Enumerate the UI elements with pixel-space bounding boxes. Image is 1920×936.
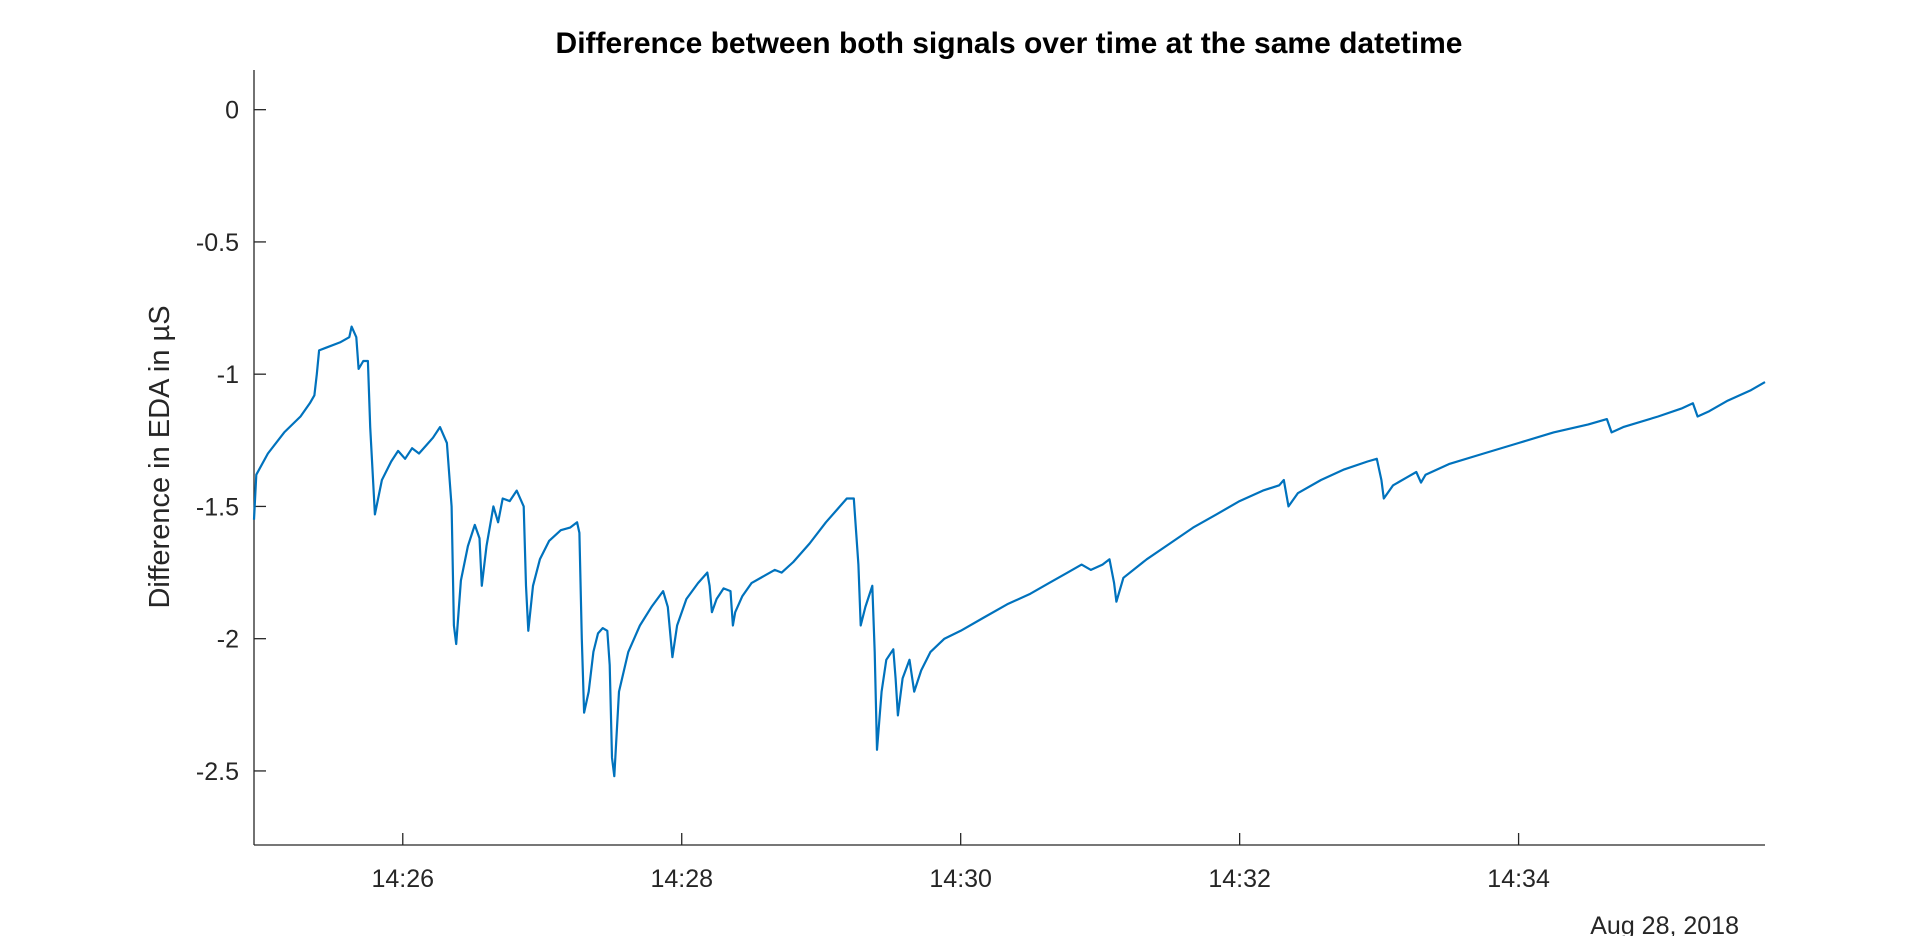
x-tick-label: 14:30 <box>929 865 992 893</box>
chart-title: Difference between both signals over tim… <box>556 27 1463 60</box>
x-tick-label: 14:32 <box>1208 865 1271 893</box>
series-layer <box>252 325 1766 778</box>
y-tick-label: -1 <box>217 361 239 389</box>
x-tick-label: 14:34 <box>1487 865 1550 893</box>
x-tick-label: 14:28 <box>650 865 713 893</box>
y-tick-label: 0 <box>225 97 239 125</box>
x-axis-ticks: 14:26 14:28 14:30 14:32 14:34 <box>371 833 1550 893</box>
y-tick-label: -0.5 <box>196 229 239 257</box>
y-tick-label: -1.5 <box>196 493 239 521</box>
series-line <box>252 325 1766 778</box>
y-tick-label: -2.5 <box>196 758 239 786</box>
y-axis-title: Difference in EDA in µS <box>144 305 176 608</box>
y-axis-ticks: 0 -0.5 -1 -1.5 -2 -2.5 <box>196 97 266 786</box>
plot-area: 0-0.5-1-1.5-2-2.5 14:26 14:28 14:30 14:32 14… <box>196 70 1766 893</box>
x-axis-date-label: Aug 28, 2018 <box>1590 912 1739 936</box>
x-tick-label: 14:26 <box>371 865 434 893</box>
y-tick-label: -2 <box>217 626 239 654</box>
